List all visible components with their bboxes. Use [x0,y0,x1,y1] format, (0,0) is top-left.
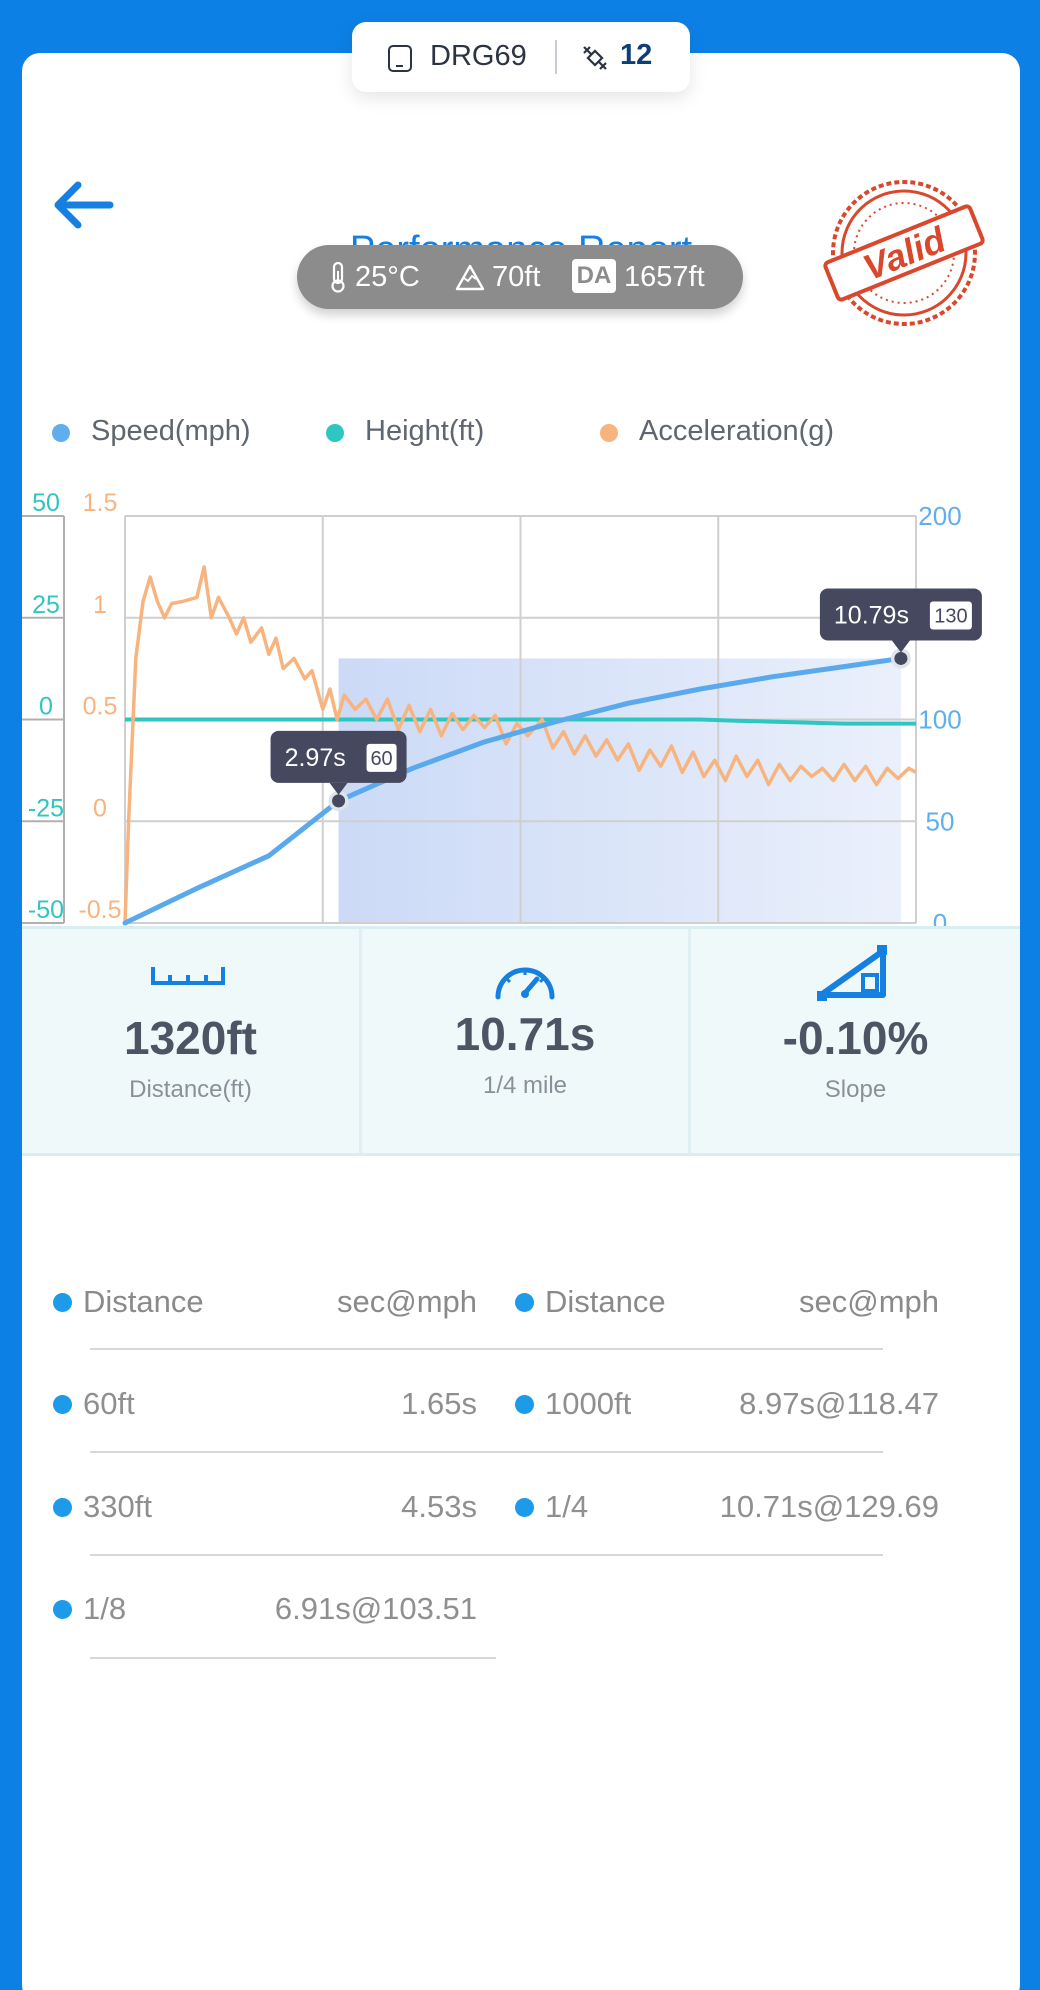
divider [688,929,691,1153]
stat-slope: -0.10% Slope [691,929,1020,1153]
height-tick-label: -50 [28,896,64,924]
split-value: 4.53s [401,1489,477,1524]
split-distance: 1000ft [545,1386,632,1421]
stat-slope-label: Slope [824,1076,887,1103]
split-distance: 1/4 [545,1489,589,1524]
accel-tick-label: -0.5 [78,896,121,924]
speed-marker [894,651,908,665]
stat-distance-label: Distance(ft) [129,1076,252,1103]
da-badge: DA [572,259,616,293]
mountain-icon [455,264,485,291]
bullet-dot [53,1498,72,1517]
stat-quarter-mile-value: 10.71s [454,1008,596,1060]
row-divider [90,1348,883,1350]
bullet-dot [515,1293,534,1312]
split-value: 8.97s@118.47 [739,1386,939,1421]
temperature-value: 25°C [355,261,420,293]
valid-stamp: Valid [823,180,985,326]
tooltip-time: 2.97s [285,744,346,772]
split-value: 1.65s [401,1386,477,1421]
series-speed-line [122,655,904,926]
speed-marker [332,794,346,808]
split-row: 60ft 1.65s [53,1386,477,1446]
bullet-dot [53,1600,72,1619]
bullet-dot [53,1395,72,1414]
phone-icon [388,45,412,72]
selection-band [338,658,901,923]
stat-distance-value: 1320ft [124,1012,257,1064]
speed-tick-label: 200 [918,501,961,531]
split-row: 1000ft 8.97s@118.47 [515,1386,939,1446]
stat-quarter-mile-label: 1/4 mile [482,1072,568,1099]
splits-header-right: Distance sec@mph [515,1284,939,1344]
header-value: sec@mph [336,1284,477,1319]
conditions-pill: 25°C 70ft DA 1657ft [297,245,743,309]
series-acceleration-line [123,565,917,924]
accel-tick-label: 1.5 [83,489,118,517]
header-distance: Distance [83,1284,204,1319]
header-value: sec@mph [798,1284,939,1319]
tooltip-speed: 60 [370,748,392,770]
legend-dot-height [326,424,344,442]
row-divider [90,1451,883,1453]
split-distance: 330ft [83,1489,152,1524]
bullet-dot [515,1395,534,1414]
header-distance: Distance [545,1284,666,1319]
split-value: 6.91s@103.51 [274,1591,477,1626]
row-divider [90,1657,496,1659]
divider [359,929,362,1153]
density-altitude-value: 1657ft [624,261,705,293]
ruler-icon [151,967,225,985]
height-tick-label: -25 [28,794,64,822]
thermometer-icon [331,261,345,293]
tooltip-speed-badge [366,743,397,772]
divider [555,40,557,74]
split-distance: 1/8 [83,1591,127,1626]
split-value: 10.71s@129.69 [719,1489,939,1524]
height-tick-label: 25 [32,591,60,619]
stat-quarter-mile: 10.71s 1/4 mile [362,929,688,1153]
device-name: DRG69 [430,40,527,72]
device-pill[interactable]: DRG69 12 [352,22,690,92]
stats-panel: 1320ft Distance(ft) 10.71s 1/4 mile -0.1… [22,926,1020,1156]
height-tick-label: 50 [32,489,60,517]
speed-tick-label: 100 [918,705,961,735]
bullet-dot [53,1293,72,1312]
tooltip-speed-badge [929,601,972,630]
arrow-left-icon[interactable] [48,175,118,235]
stamp-text: Valid [857,218,952,288]
split-row: 330ft 4.53s [53,1489,477,1549]
bullet-dot [515,1498,534,1517]
satellite-icon [583,46,607,70]
altitude-value: 70ft [492,261,541,293]
tooltip-pointer [329,782,348,795]
speedometer-icon [495,967,555,1000]
speed-tick-label: 50 [926,806,955,836]
legend-acceleration[interactable]: Acceleration(g) [639,415,835,447]
split-row: 1/8 6.91s@103.51 [53,1591,477,1651]
splits-header-left: Distance sec@mph [53,1284,477,1344]
height-tick-label: 0 [39,693,53,721]
accel-tick-label: 1 [93,591,107,619]
legend-dot-acceleration [600,424,618,442]
split-row: 1/4 10.71s@129.69 [515,1489,939,1549]
legend-height[interactable]: Height(ft) [365,415,485,447]
tooltip-speed: 130 [934,605,967,627]
tooltip-pointer [891,640,910,653]
split-distance: 60ft [83,1386,135,1421]
satellite-count: 12 [620,39,653,71]
legend-speed[interactable]: Speed(mph) [91,415,251,447]
report-card: Performance Report 25°C 70ft DA 1657ft V… [22,53,1020,1990]
slope-icon [817,945,887,1001]
stat-slope-value: -0.10% [782,1012,929,1064]
stat-distance: 1320ft Distance(ft) [22,929,359,1153]
accel-tick-label: 0 [93,794,107,822]
accel-tick-label: 0.5 [83,693,118,721]
tooltip-time: 10.79s [834,601,909,629]
legend-dot-speed [52,424,70,442]
row-divider [90,1554,883,1556]
